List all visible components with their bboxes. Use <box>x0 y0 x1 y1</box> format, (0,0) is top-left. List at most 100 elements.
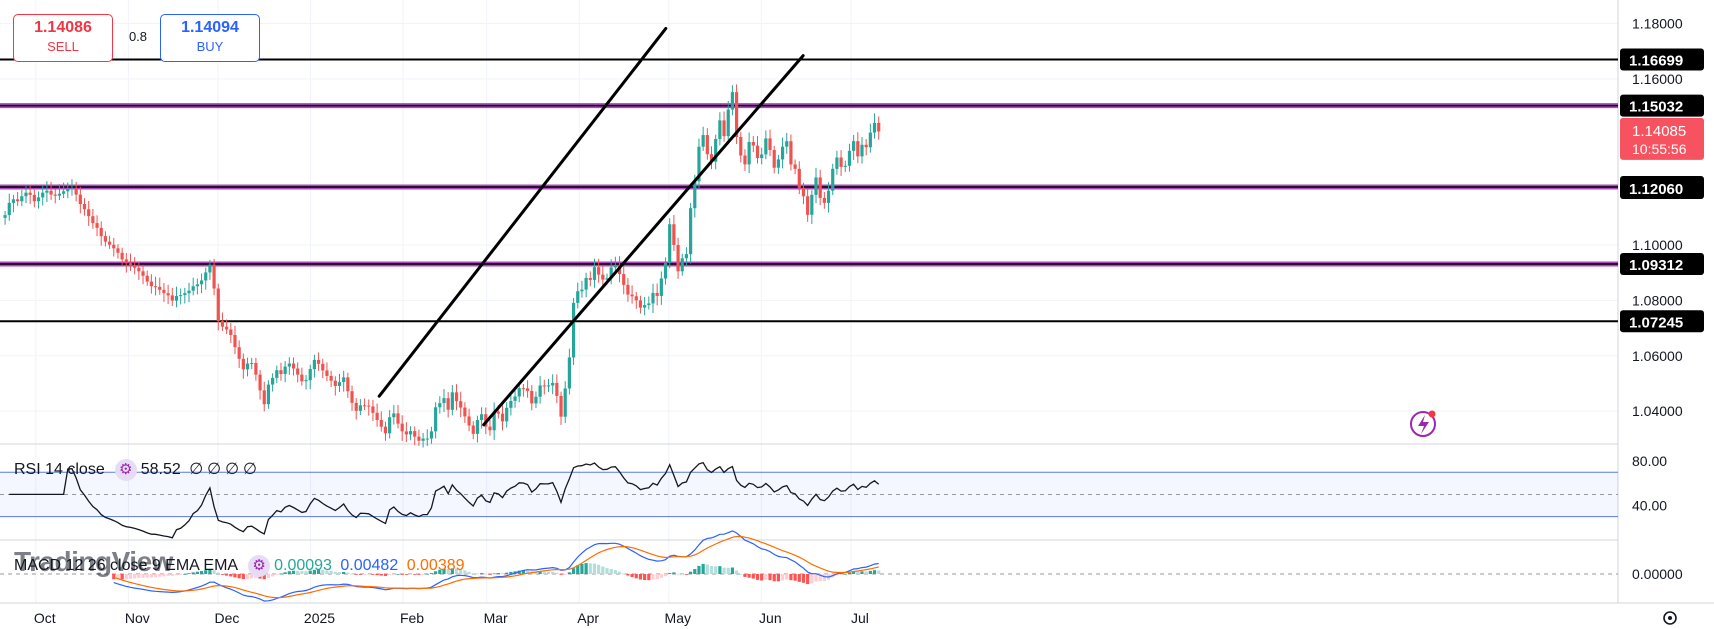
price-tick-label: 1.04000 <box>1632 403 1683 419</box>
macd-histogram-bar <box>187 573 191 574</box>
candle-body <box>776 159 780 168</box>
rsi-legend[interactable]: RSI 14 close ⚙ 58.52 ∅ ∅ ∅ ∅ <box>14 459 261 481</box>
candle-body <box>709 154 714 162</box>
candle-body <box>11 199 16 203</box>
macd-histogram-bar <box>659 574 663 578</box>
candle-body <box>16 199 20 202</box>
candle-body <box>705 135 709 155</box>
macd-histogram-bar <box>806 574 810 585</box>
time-tick-label: 2025 <box>304 610 335 626</box>
macd-histogram-bar <box>195 571 199 574</box>
candle-body <box>459 401 463 408</box>
macd-histogram-bar <box>626 574 630 576</box>
candle-body <box>195 284 199 287</box>
rsi-legend-value: 58.52 <box>140 461 181 479</box>
macd-histogram-bar <box>822 574 826 581</box>
macd-histogram-bar <box>325 570 329 574</box>
macd-histogram-bar <box>755 574 760 580</box>
sell-button[interactable]: 1.14086 SELL <box>13 14 113 62</box>
candle-body <box>818 177 822 198</box>
macd-histogram-bar <box>417 574 421 575</box>
macd-histogram-bar <box>588 563 592 574</box>
macd-histogram-bar <box>709 565 714 574</box>
macd-histogram-bar <box>450 568 454 574</box>
candle-body <box>438 403 442 408</box>
macd-histogram-bar <box>551 571 555 574</box>
candle-body <box>434 407 438 432</box>
candle-body <box>250 362 254 364</box>
candle-body <box>826 190 831 203</box>
macd-histogram-bar <box>856 571 860 574</box>
candles <box>3 84 881 448</box>
macd-legend-title: MACD 12 26 close 9 EMA EMA <box>14 557 239 575</box>
macd-histogram-bar <box>467 571 471 574</box>
macd-histogram-bar <box>734 570 739 574</box>
settings-icon[interactable]: ⚙ <box>248 555 271 577</box>
candle-body <box>346 377 350 392</box>
candle-body <box>74 188 78 195</box>
macd-histogram-bar <box>333 571 337 574</box>
macd-histogram-bar <box>342 571 346 574</box>
countdown-label: 10:55:56 <box>1632 141 1687 157</box>
candle-body <box>95 223 99 228</box>
macd-hist-value: 0.00093 <box>274 557 332 575</box>
candle-body <box>659 278 663 296</box>
macd-histogram-bar <box>872 570 877 574</box>
macd-histogram-bar <box>785 574 789 580</box>
rsi-legend-na-4: ∅ <box>243 461 257 479</box>
candle-body <box>551 382 555 386</box>
macd-tick-label: 0.00000 <box>1632 566 1683 582</box>
settings-icon[interactable]: ⚙ <box>114 459 137 481</box>
macd-histogram-bar <box>651 574 655 580</box>
alert-icon-ring <box>1410 411 1436 437</box>
tradingview-watermark: TradingView <box>14 546 173 578</box>
macd-histogram-bar <box>233 574 237 578</box>
candle-body <box>321 363 325 371</box>
settings-icon[interactable] <box>1663 611 1677 625</box>
macd-histogram-bar <box>434 571 438 574</box>
macd-histogram-bar <box>362 574 367 575</box>
candle-body <box>141 271 145 276</box>
macd-histogram-bar <box>128 574 133 579</box>
macd-histogram-bar <box>739 573 743 575</box>
level-label: 1.07245 <box>1629 314 1683 331</box>
rsi-legend-title: RSI 14 close <box>14 461 105 479</box>
candle-body <box>789 141 793 165</box>
candle-body <box>66 189 70 192</box>
macd-histogram-bar <box>383 574 388 576</box>
macd-histogram-bar <box>471 573 475 575</box>
candle-body <box>279 370 283 375</box>
candle-body <box>868 132 872 148</box>
buy-button[interactable]: 1.14094 BUY <box>160 14 260 62</box>
time-tick-label: Oct <box>34 610 56 626</box>
macd-histogram-bar <box>689 571 693 574</box>
candle-body <box>872 122 877 133</box>
macd-histogram-bar <box>408 574 413 575</box>
candle-body <box>454 392 459 402</box>
macd-histogram-bar <box>818 574 822 582</box>
candle-body <box>563 388 567 417</box>
rsi-legend-na-2: ∅ <box>207 461 222 479</box>
macd-histogram-bar <box>760 574 764 581</box>
candle-body <box>362 405 367 407</box>
macd-histogram-bar <box>304 571 308 574</box>
macd-histogram-bar <box>183 573 187 575</box>
candle-body <box>170 295 174 301</box>
macd-legend[interactable]: MACD 12 26 close 9 EMA EMA ⚙ 0.00093 0.004… <box>14 555 469 577</box>
macd-histogram-bar <box>839 574 843 575</box>
candle-body <box>225 326 229 330</box>
candle-body <box>743 155 747 165</box>
macd-histogram-bar <box>638 574 643 580</box>
macd-histogram-bar <box>617 571 622 574</box>
candle-body <box>463 407 467 417</box>
candle-body <box>82 204 87 210</box>
rsi-tick-label: 80.00 <box>1632 453 1667 469</box>
macd-histogram-bar <box>120 574 124 580</box>
macd-histogram-bar <box>705 564 709 574</box>
macd-histogram-bar <box>789 574 793 581</box>
macd-histogram-bar <box>396 573 400 575</box>
candle-body <box>814 177 818 195</box>
candle-body <box>643 305 647 308</box>
time-tick-label: Jul <box>851 610 869 626</box>
